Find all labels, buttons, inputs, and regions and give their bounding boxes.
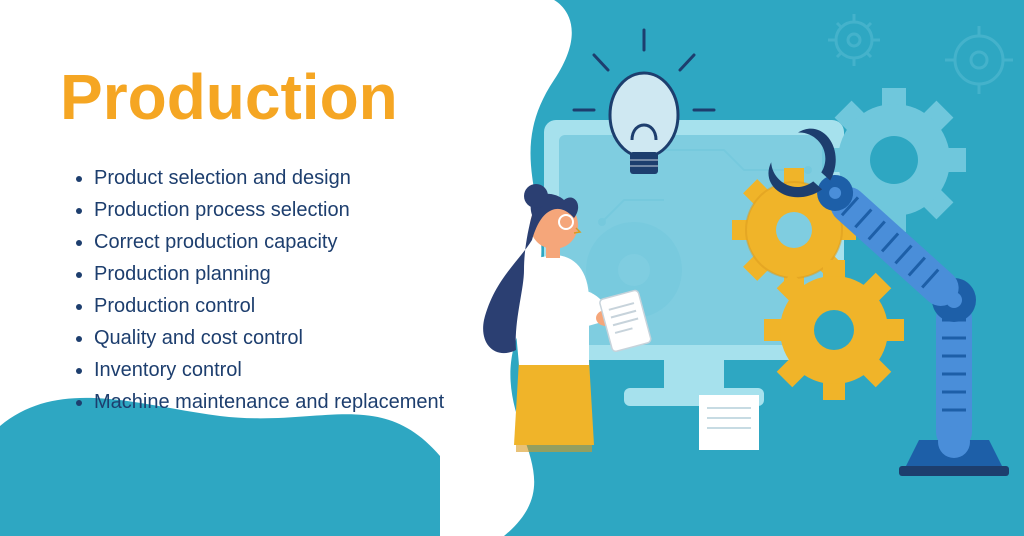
bullet-list: Product selection and design Production … [60,162,500,418]
bullet-item: Product selection and design [94,162,500,194]
bullet-item: Machine maintenance and replacement [94,386,500,418]
bullet-item: Production control [94,290,500,322]
bullet-item: Correct production capacity [94,226,500,258]
bullet-item: Quality and cost control [94,322,500,354]
bullet-item: Production process selection [94,194,500,226]
gear-decor-icon [828,14,1013,94]
slide-title: Production [60,60,500,134]
bg-bl-shape [0,398,440,536]
illustration [424,0,1024,536]
gear-yellow-lower-icon [764,260,904,400]
text-content-block: Production Product selection and design … [60,60,500,418]
bullet-item: Inventory control [94,354,500,386]
bullet-item: Production planning [94,258,500,290]
